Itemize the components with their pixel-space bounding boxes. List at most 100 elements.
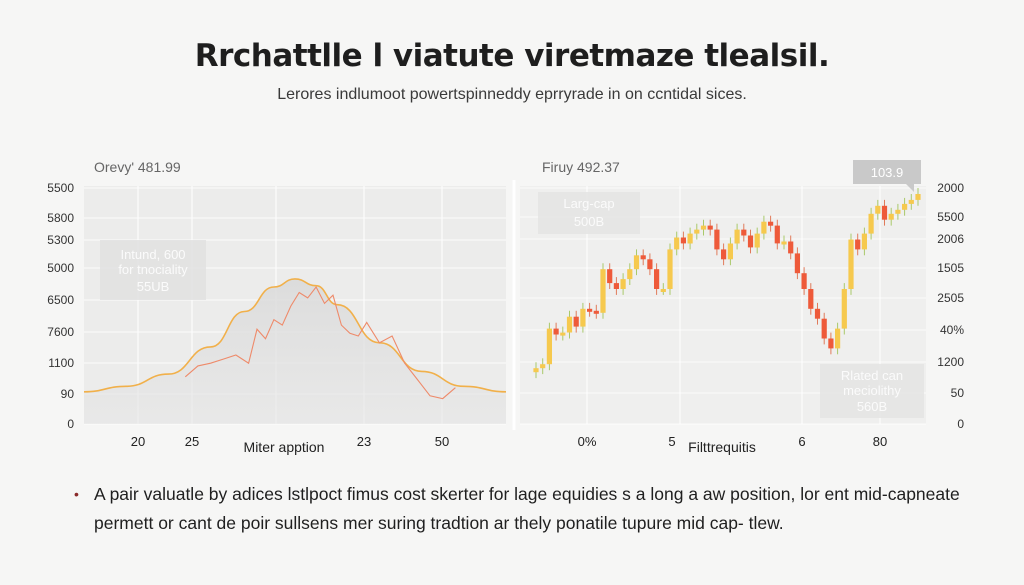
candle-body [566,316,573,333]
page-subtitle: Lerores indlumoot powertspinneddy eprryr… [277,86,747,103]
candle-body [814,308,821,319]
candle-body [761,221,767,234]
right-x-tick-label: 0% [578,434,597,449]
right-chart: 2000 5500 2006 1505 2505 40% 1200 50 0 0% 5 6 80 Fi… [520,159,964,455]
candle-body [707,225,713,230]
candle-body [593,310,599,314]
candle-body [714,229,720,250]
left-chart: 5500 5800 5300 5000 6500 7600 1100 90 0 20 25 23 50… [47,159,507,455]
bell-curve-line [83,278,507,393]
candle-body [727,243,733,260]
candle-body [687,233,693,244]
bullet-dot-icon: • [74,486,79,502]
candle-body [841,289,847,329]
bullet-note: • A pair valuatle by adices lstlpoct fim… [74,480,974,538]
candle-body [908,199,914,204]
right-y-tick-label: 0 [957,417,964,431]
right-x-ticks: 0% 5 6 80 [578,434,888,449]
page-title: Rrchattlle l viatute viretmaze tlealsil. [194,38,830,74]
left-annotation-line-2: for tnociality [118,262,188,277]
candle-body [680,237,686,244]
candle-body [781,241,787,245]
right-x-label: Filttrequitis [688,439,756,455]
candle-body [580,308,586,327]
right-annotation-bottom: Rlated can meciolithy 560B [820,364,924,418]
right-y-tick-label: 2000 [937,181,964,195]
candle-body [915,194,921,200]
candle-body [861,233,867,250]
candle-body [640,255,646,260]
candle-body [573,316,579,327]
left-y-tick-label: 5800 [47,211,74,225]
left-y-tick-label: 6500 [47,293,74,307]
right-annotation-top-line-2: 500B [574,214,604,229]
candle-body [647,259,653,270]
candle-body [794,253,800,274]
candle-body [868,213,874,234]
candle-body [754,233,760,248]
candle-body [620,279,626,289]
right-chart-title: Firuy 492.37 [542,159,620,175]
left-chart-title: Orevy' 481.99 [94,159,181,175]
candle-body [875,205,881,214]
left-y-tick-label: 5500 [47,181,74,195]
candle-body [788,241,794,254]
left-x-tick-label: 50 [435,434,449,449]
candle-body [560,332,566,336]
candle-body [667,249,673,289]
left-x-tick-label: 25 [185,434,199,449]
left-x-label: Miter apption [244,439,325,455]
right-y-tick-label: 1200 [937,355,964,369]
candle-body [747,235,754,248]
candle-body [741,229,747,236]
candle-body [902,203,908,210]
candle-body [533,368,539,373]
right-annotation-top-line-1: Larg-cap [563,196,614,211]
bullet-text: A pair valuatle by adices lstlpoct fimus… [94,484,960,533]
candle-body [674,237,680,250]
right-x-tick-label: 80 [873,434,887,449]
right-callout: 103.9 [853,160,921,192]
right-y-tick-label: 2006 [937,232,964,246]
right-y-tick-label: 2505 [937,291,964,305]
candle-body [660,289,666,292]
right-annotation-bottom-line-3: 560B [857,399,887,414]
candle-body [613,283,619,289]
left-x-ticks: 20 25 23 50 [131,434,449,449]
right-y-tick-label: 50 [951,386,965,400]
left-annotation-box: Intund, 600 for tnociality 55UB [100,240,206,300]
right-y-tick-label: 1505 [937,261,964,275]
candle-body [888,213,894,220]
right-y-tick-label: 5500 [937,210,964,224]
right-y-ticks: 2000 5500 2006 1505 2505 40% 1200 50 0 [937,181,964,431]
candlestick-series [533,188,921,379]
left-annotation-line-1: Intund, 600 [120,247,185,262]
candle-body [801,273,807,289]
left-x-tick-label: 23 [357,434,371,449]
candle-body [627,269,633,280]
left-y-tick-label: 0 [67,417,74,431]
left-x-tick-label: 20 [131,434,145,449]
candle-body [654,269,660,289]
candle-body [821,318,827,339]
left-y-tick-label: 5000 [47,261,74,275]
volatility-line [184,285,456,400]
left-y-tick-label: 90 [61,387,75,401]
left-y-tick-label: 1100 [48,356,74,370]
candle-body [881,205,888,220]
left-y-ticks: 5500 5800 5300 5000 6500 7600 1100 90 0 [47,181,74,431]
right-annotation-top: Larg-cap 500B [538,192,640,234]
left-annotation-line-3: 55UB [137,279,170,294]
right-annotation-bottom-line-1: Rlated can [841,368,903,383]
bell-curve-area [84,278,506,424]
left-y-tick-label: 5300 [47,233,74,247]
candle-body [633,255,640,270]
candle-body [587,308,593,312]
candle-body [895,209,901,214]
candle-body [774,225,780,244]
right-callout-label: 103.9 [871,165,904,180]
candle-body [835,328,841,349]
candle-body [540,364,546,369]
candle-body [700,225,707,230]
